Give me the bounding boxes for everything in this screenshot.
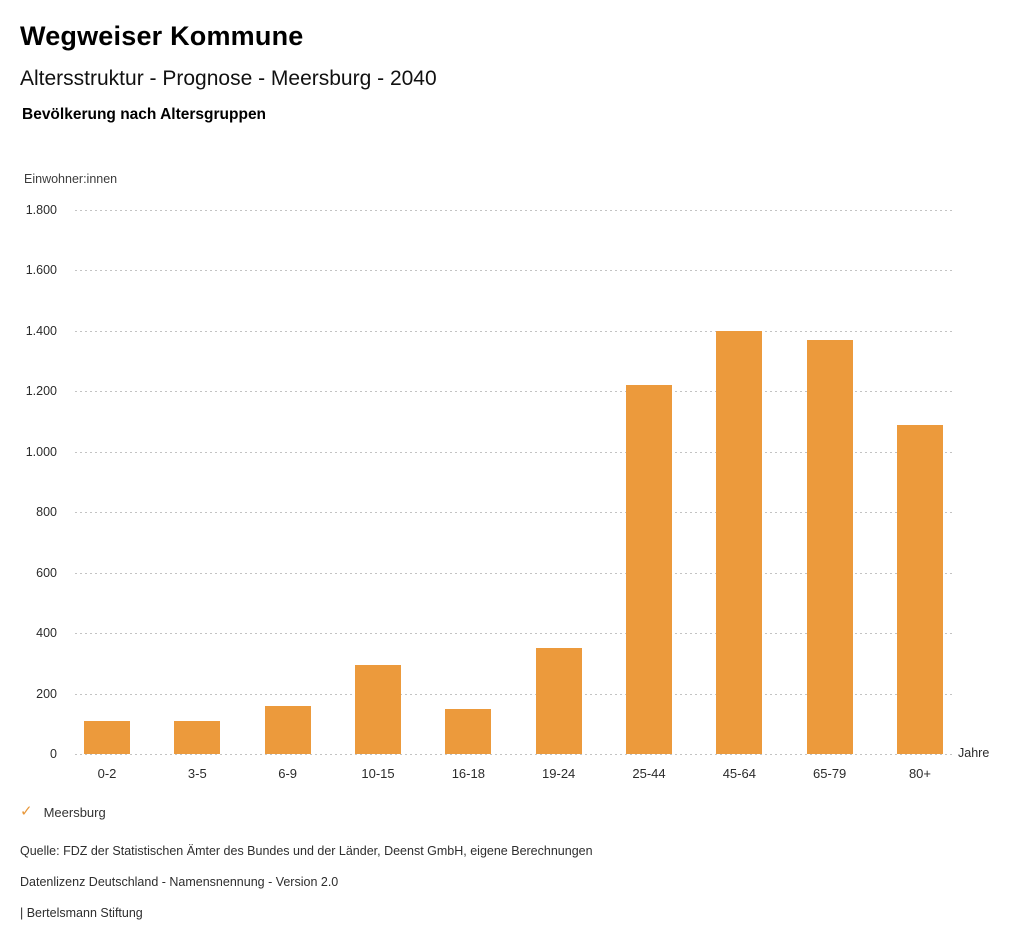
gridline <box>75 270 953 272</box>
x-tick-label: 6-9 <box>278 766 298 781</box>
y-tick-label: 600 <box>36 565 57 580</box>
chart-section-title: Bevölkerung nach Altersgruppen <box>22 106 267 123</box>
bar-16-18[interactable] <box>445 708 492 754</box>
y-tick-label: 1.000 <box>25 444 57 459</box>
bar-25-44[interactable] <box>625 385 672 754</box>
page-title: Wegweiser Kommune <box>20 21 304 51</box>
x-tick-label: 3-5 <box>187 766 207 781</box>
bar-45-64[interactable] <box>716 330 763 754</box>
bar-19-24[interactable] <box>535 648 582 754</box>
x-tick-label: 25-44 <box>632 766 666 781</box>
chart-subtitle: Altersstruktur - Prognose - Meersburg - … <box>20 67 437 90</box>
gridline <box>75 210 953 211</box>
gridline <box>75 754 953 755</box>
x-tick-label: 80+ <box>908 766 932 781</box>
y-tick-label: 1.800 <box>25 203 57 217</box>
y-tick-label: 200 <box>36 686 57 701</box>
license-text: Datenlizenz Deutschland - Namensnennung … <box>20 875 339 889</box>
y-tick-label: 0 <box>50 747 57 761</box>
x-tick-label: 19-24 <box>542 766 576 781</box>
gridline <box>75 633 953 635</box>
gridline <box>75 572 953 574</box>
y-tick-label: 400 <box>36 626 57 641</box>
x-tick-label: 0-2 <box>97 766 117 781</box>
x-tick-label: 45-64 <box>722 766 756 781</box>
source-text: Quelle: FDZ der Statistischen Ämter des … <box>20 844 593 858</box>
x-tick-label: 16-18 <box>451 766 485 781</box>
gridline <box>75 391 953 393</box>
y-tick-label: 1.600 <box>25 263 57 278</box>
x-tick-label: 10-15 <box>361 766 395 781</box>
bar-10-15[interactable] <box>354 664 401 754</box>
x-axis-title: Jahre <box>958 746 990 760</box>
bar-80+[interactable] <box>896 424 943 754</box>
bar-65-79[interactable] <box>806 339 853 754</box>
gridline <box>75 693 953 695</box>
gridline <box>75 330 953 332</box>
y-tick-label: 800 <box>36 505 57 520</box>
y-axis-title: Einwohner:innen <box>24 172 118 186</box>
y-tick-label: 1.400 <box>25 323 57 338</box>
legend-item-meersburg[interactable]: ✓ Meersburg <box>20 803 106 821</box>
legend-label: Meersburg <box>43 804 106 820</box>
bar-0-2[interactable] <box>84 720 130 754</box>
bar-3-5[interactable] <box>174 720 221 754</box>
attribution-text: | Bertelsmann Stiftung <box>20 906 143 920</box>
gridline <box>75 451 953 453</box>
gridline <box>75 512 953 514</box>
y-tick-label: 1.200 <box>25 384 57 399</box>
x-tick-label: 65-79 <box>813 766 847 781</box>
bar-6-9[interactable] <box>264 705 311 754</box>
check-icon: ✓ <box>20 803 33 820</box>
